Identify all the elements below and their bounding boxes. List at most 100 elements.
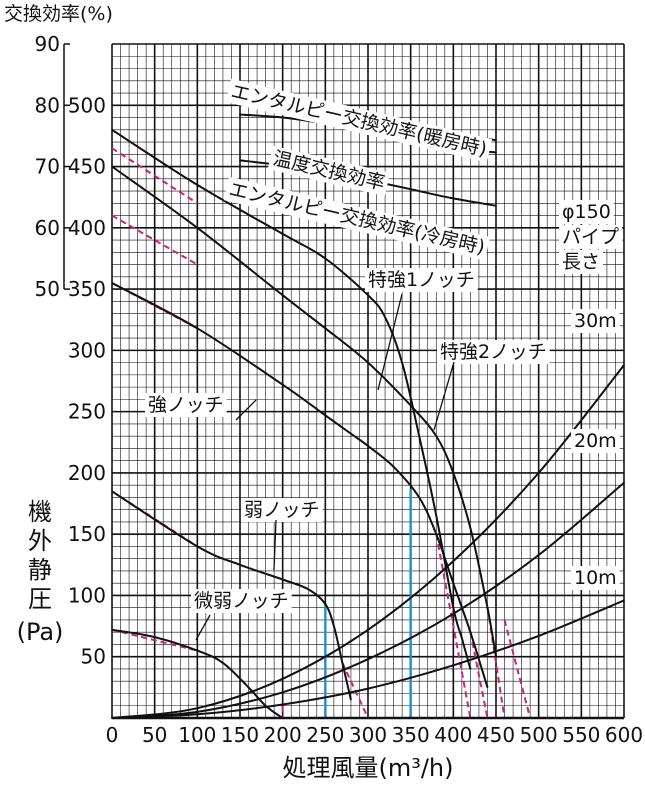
- label-duct-20m: 20m: [574, 430, 617, 452]
- curve-10-point-6: [495, 204, 497, 207]
- curve-1-point-9: [486, 606, 489, 609]
- y2-tick-label-4: 90: [35, 32, 60, 56]
- x-tick-label-12: 600: [605, 723, 643, 747]
- curve-2-point-4: [350, 432, 352, 435]
- curve-4-point-2: [196, 649, 199, 652]
- curve-2-point-1: [196, 327, 199, 330]
- curve-3-point-6: [333, 625, 335, 627]
- curve-5-point-2: [281, 677, 284, 680]
- grid: [111, 43, 625, 719]
- curve-1-point-5: [409, 404, 412, 407]
- curve-3-point-7: [341, 662, 344, 664]
- curve-4-point-0: [111, 628, 113, 631]
- y-axis-title-char-0: 機: [28, 498, 52, 526]
- curve-2-point-5: [367, 445, 369, 447]
- curve-7-point-2: [281, 703, 284, 706]
- extension-line-7: [435, 533, 472, 719]
- y2-tick-label-0: 50: [35, 277, 60, 301]
- curve-4-point-1: [153, 636, 156, 638]
- y2-tick-label-2: 70: [35, 155, 60, 179]
- x-tick-label-11: 550: [562, 723, 600, 747]
- curve-2-point-10: [469, 631, 472, 634]
- curve-5-point-3: [367, 628, 369, 631]
- y2-axis-title: 交換効率(%): [4, 3, 113, 25]
- pipe-note-line-0: φ150: [562, 201, 611, 223]
- curve-9-point-0: [239, 113, 241, 116]
- pipe-note-line-1-bg: [559, 225, 623, 249]
- label-fan-jaku-bg: [241, 498, 323, 522]
- curve-1: [111, 165, 497, 657]
- curve-0-point-10: [461, 637, 463, 640]
- label-duct-20m-bg: [571, 429, 620, 453]
- y-tick-label-5: 300: [68, 338, 106, 362]
- pipe-note-line-2: 長さ: [562, 251, 600, 273]
- curve-1-point-10: [495, 655, 497, 658]
- curve-1-point-1: [196, 227, 199, 229]
- x-tick-label-4: 200: [264, 723, 302, 747]
- curve-5-point-1: [196, 707, 199, 709]
- leader-line-1: [433, 361, 455, 431]
- y2-tick-label-1: 60: [35, 216, 60, 240]
- x-tick-label-6: 300: [349, 723, 387, 747]
- curve-5-point-5: [537, 472, 540, 474]
- curve-2-point-11: [486, 686, 489, 689]
- curve-10-point-4: [409, 188, 412, 191]
- curve-7-point-4: [452, 664, 455, 667]
- curve-10-point-0: [239, 159, 241, 162]
- y-tick-label-8: 450: [68, 155, 106, 179]
- curve-5-point-6: [623, 364, 625, 366]
- curve-6-point-2: [281, 691, 284, 694]
- curve-3-point-4: [307, 588, 310, 591]
- curve-1-point-4: [367, 361, 369, 364]
- x-tick-label-2: 100: [178, 723, 216, 747]
- label-duct-30m: 30m: [574, 310, 617, 332]
- y-tick-label-2: 150: [68, 522, 106, 546]
- label-fan-jaku: 弱ノッチ: [244, 499, 320, 521]
- x-axis-title: 処理風量(m³/h): [282, 754, 453, 782]
- curve-2-point-9: [452, 582, 455, 584]
- x-tick-label-7: 350: [392, 723, 430, 747]
- y-tick-label-9: 500: [68, 93, 106, 117]
- x-tick-label-1: 50: [142, 723, 167, 747]
- curve-3-point-5: [324, 603, 327, 605]
- curve-2-point-2: [281, 383, 284, 386]
- curve-1-point-3: [324, 327, 327, 330]
- curve-6-point-6: [623, 481, 625, 484]
- curve-2-point-6: [392, 465, 395, 468]
- y-tick-label-3: 200: [68, 461, 106, 485]
- label-fan-kyo: 強ノッチ: [148, 394, 224, 416]
- label-enthalpy-heating-bg: [225, 78, 493, 163]
- curve-2-point-0: [111, 282, 113, 284]
- x-tick-label-3: 150: [221, 723, 259, 747]
- x-tick-label-9: 450: [477, 723, 515, 747]
- curve-1-point-8: [469, 527, 472, 529]
- y-tick-label-4: 250: [68, 400, 106, 424]
- curve-3-point-1: [196, 545, 199, 548]
- curve-0-point-8: [435, 515, 438, 517]
- curve-9-point-6: [495, 151, 497, 154]
- curve-2-point-8: [435, 533, 438, 535]
- curve-3-point-2: [239, 564, 241, 566]
- curve-7-point-5: [537, 635, 540, 637]
- y-axis-title-char-2: 静: [28, 556, 52, 584]
- y-tick-label-6: 350: [68, 277, 106, 301]
- curve-0-point-4: [367, 294, 369, 297]
- curve-7-point-6: [623, 599, 625, 602]
- axes: 0 50 100 150 200 250 300 350 400 450 500 550 6005010…: [4, 3, 643, 782]
- extension-line-8: [469, 632, 489, 719]
- curve-2-point-3: [324, 414, 327, 417]
- pipe-note-line-0-bg: [559, 200, 614, 224]
- label-duct-10m: 10m: [574, 567, 617, 589]
- curve-0-point-2: [281, 233, 284, 235]
- leader-line-3: [273, 519, 277, 571]
- y-tick-label-0: 50: [81, 645, 106, 669]
- y-axis-title-char-3: 圧: [28, 585, 52, 613]
- curve-0-point-6: [401, 361, 403, 364]
- label-fan-tokkyo1: 特強1ノッチ: [368, 269, 475, 291]
- curve-0-point-7: [418, 435, 421, 437]
- leader-line-0: [377, 293, 403, 391]
- curve-0-point-9: [452, 606, 455, 609]
- label-duct-30m-bg: [571, 309, 620, 333]
- operating-point-markers: [324, 488, 412, 718]
- curve-4-point-4: [247, 686, 250, 689]
